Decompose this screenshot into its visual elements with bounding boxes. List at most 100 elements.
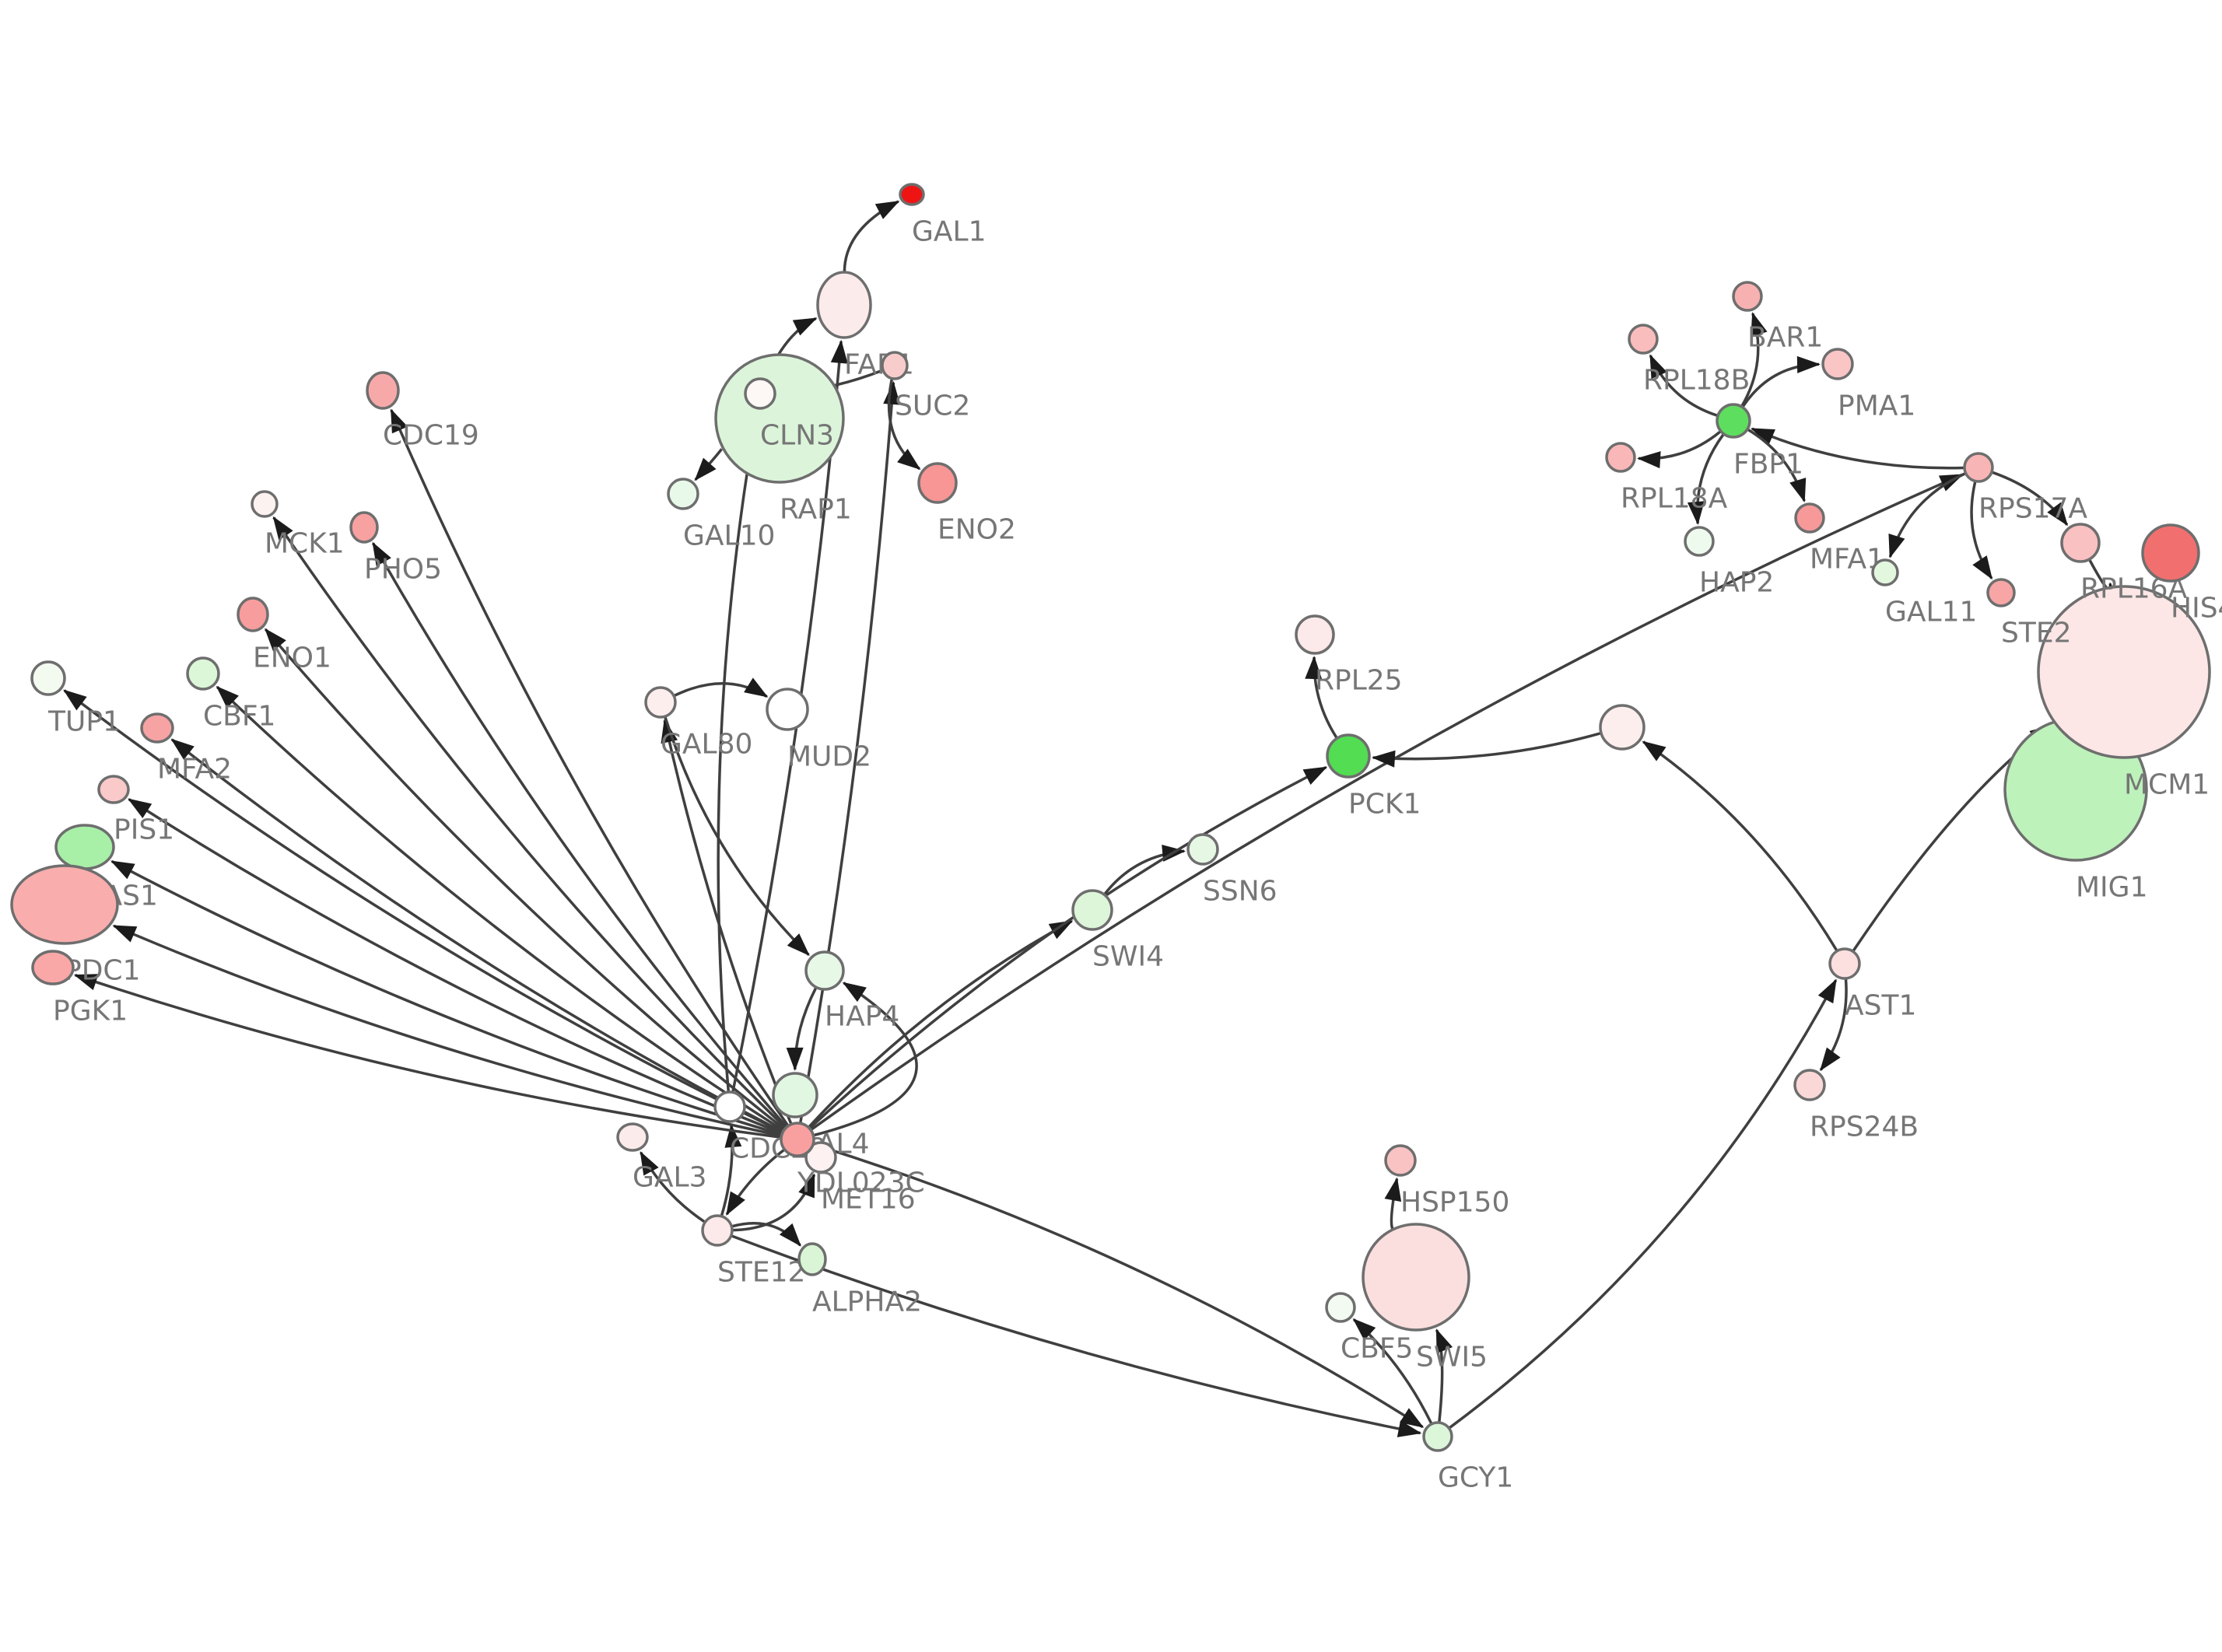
gene-node-circle[interactable] xyxy=(616,1122,649,1152)
gene-node-circle[interactable] xyxy=(237,597,269,632)
gene-node-circle[interactable] xyxy=(1871,558,1899,586)
gene-node-circle[interactable] xyxy=(780,1122,815,1157)
gene-node-circle[interactable] xyxy=(1732,281,1763,312)
node-rps17a[interactable]: RPS17A xyxy=(1963,452,2087,525)
gene-node-circle[interactable] xyxy=(1362,1223,1470,1332)
gene-node-label: SWI5 xyxy=(1416,1342,1488,1374)
node-tup1[interactable]: TUP1 xyxy=(30,660,121,738)
gene-node-circle[interactable] xyxy=(804,1141,837,1174)
gene-node-circle[interactable] xyxy=(816,271,872,339)
node-pho5[interactable]: PHO5 xyxy=(349,511,442,586)
gene-node-circle[interactable] xyxy=(366,371,400,410)
gene-node-circle[interactable] xyxy=(251,490,279,518)
gene-node-circle[interactable] xyxy=(10,864,119,945)
gene-node-circle[interactable] xyxy=(1422,1421,1453,1452)
gene-node-circle[interactable] xyxy=(1716,403,1751,439)
node-gal3[interactable]: GAL3 xyxy=(616,1122,706,1194)
node-ast1[interactable]: AST1 xyxy=(1828,947,1916,1022)
node-ste2[interactable]: STE2 xyxy=(1986,578,2072,649)
node-mfa1[interactable]: MFA1 xyxy=(1794,502,1884,576)
node-rpl18b[interactable]: RPL18B xyxy=(1628,324,1750,397)
node-unlabeled[interactable] xyxy=(1599,704,1645,751)
gene-node-circle[interactable] xyxy=(744,377,776,410)
gene-node-circle[interactable] xyxy=(701,1214,734,1247)
node-mck1[interactable]: MCK1 xyxy=(251,490,345,560)
node-pck1[interactable]: PCK1 xyxy=(1326,733,1421,821)
node-mud2[interactable]: MUD2 xyxy=(766,688,871,773)
gene-node-circle[interactable] xyxy=(1793,1069,1826,1101)
node-pdc1[interactable]: PDC1 xyxy=(10,864,140,987)
node-cdc19[interactable]: CDC19 xyxy=(366,371,479,452)
node-bar1[interactable]: BAR1 xyxy=(1732,281,1823,354)
gene-node-circle[interactable] xyxy=(1186,833,1219,866)
gene-node-circle[interactable] xyxy=(713,1090,746,1123)
node-eno2[interactable]: ENO2 xyxy=(917,462,1016,546)
gene-node-label: GAL1 xyxy=(912,216,986,248)
node-hap4[interactable]: HAP4 xyxy=(804,950,899,1033)
node-met16[interactable]: MET16 xyxy=(804,1141,916,1216)
gene-node-circle[interactable] xyxy=(1605,442,1636,473)
node-gal80[interactable]: GAL80 xyxy=(644,686,752,761)
node-gal1[interactable]: GAL1 xyxy=(899,183,986,248)
node-mfa2[interactable]: MFA2 xyxy=(140,712,232,786)
gene-node-circle[interactable] xyxy=(186,656,220,691)
node-pgk1[interactable]: PGK1 xyxy=(31,950,128,1027)
node-swi5[interactable]: SWI5 xyxy=(1362,1223,1488,1374)
gene-node-circle[interactable] xyxy=(881,351,909,380)
gene-node-circle[interactable] xyxy=(804,950,845,991)
node-fbp1[interactable]: FBP1 xyxy=(1716,403,1803,481)
gene-node-circle[interactable] xyxy=(644,686,677,719)
gene-node-circle[interactable] xyxy=(349,511,379,544)
gene-node-circle[interactable] xyxy=(772,1072,818,1118)
gene-node-circle[interactable] xyxy=(1628,324,1659,355)
gene-node-circle[interactable] xyxy=(2060,523,2101,563)
node-alpha2[interactable]: ALPHA2 xyxy=(797,1242,922,1318)
gene-node-circle[interactable] xyxy=(30,660,66,696)
node-hap2[interactable]: HAP2 xyxy=(1684,526,1774,599)
gene-node-circle[interactable] xyxy=(1828,947,1861,980)
node-gcy1[interactable]: GCY1 xyxy=(1422,1421,1513,1494)
node-ssn6[interactable]: SSN6 xyxy=(1186,833,1277,908)
gene-node-circle[interactable] xyxy=(714,353,845,484)
gene-node-circle[interactable] xyxy=(899,183,925,206)
gene-node-circle[interactable] xyxy=(2141,523,2200,583)
gene-node-circle[interactable] xyxy=(1325,1292,1356,1323)
gene-node-circle[interactable] xyxy=(917,462,958,504)
gene-node-circle[interactable] xyxy=(1384,1144,1417,1177)
gene-node-circle[interactable] xyxy=(1794,502,1825,534)
gene-node-circle[interactable] xyxy=(2037,585,2211,759)
gene-node-circle[interactable] xyxy=(31,950,75,985)
gene-node-circle[interactable] xyxy=(1326,733,1371,779)
node-ste12[interactable]: STE12 xyxy=(701,1214,805,1289)
gene-node-circle[interactable] xyxy=(140,712,174,744)
gene-node-circle[interactable] xyxy=(1963,452,1994,483)
node-gal11[interactable]: GAL11 xyxy=(1871,558,1977,628)
gene-node-circle[interactable] xyxy=(1599,704,1645,751)
node-rps24b[interactable]: RPS24B xyxy=(1793,1069,1919,1143)
node-pma1[interactable]: PMA1 xyxy=(1821,348,1915,422)
gene-node-circle[interactable] xyxy=(667,478,699,510)
gene-node-circle[interactable] xyxy=(766,688,809,731)
gene-node-circle[interactable] xyxy=(1986,578,2016,607)
node-rpl18a[interactable]: RPL18A xyxy=(1605,442,1728,515)
node-rpl25[interactable]: RPL25 xyxy=(1295,614,1403,697)
gene-node-circle[interactable] xyxy=(54,824,115,870)
gene-node-circle[interactable] xyxy=(1071,889,1113,931)
node-cbf1[interactable]: CBF1 xyxy=(186,656,275,733)
gene-node-circle[interactable] xyxy=(797,1242,827,1276)
node-suc2[interactable]: SUC2 xyxy=(881,351,970,422)
node-gal10[interactable]: GAL10 xyxy=(667,478,775,552)
node-pis1[interactable]: PIS1 xyxy=(97,775,174,846)
node-cln3[interactable]: CLN3 xyxy=(744,377,834,452)
gene-node-circle[interactable] xyxy=(97,775,130,804)
gene-node-circle[interactable] xyxy=(1821,348,1854,380)
node-swi4[interactable]: SWI4 xyxy=(1071,889,1164,973)
node-eno1[interactable]: ENO1 xyxy=(237,597,331,674)
node-his4[interactable]: HIS4 xyxy=(2141,523,2222,625)
gene-node-circle[interactable] xyxy=(1295,614,1335,655)
node-cbf5[interactable]: CBF5 xyxy=(1325,1292,1413,1365)
node-hsp150[interactable]: HSP150 xyxy=(1384,1144,1509,1219)
node-ydl023c[interactable]: YDL023C xyxy=(780,1122,925,1199)
node-mcm1[interactable]: MCM1 xyxy=(2037,585,2211,801)
gene-node-circle[interactable] xyxy=(1684,526,1715,557)
